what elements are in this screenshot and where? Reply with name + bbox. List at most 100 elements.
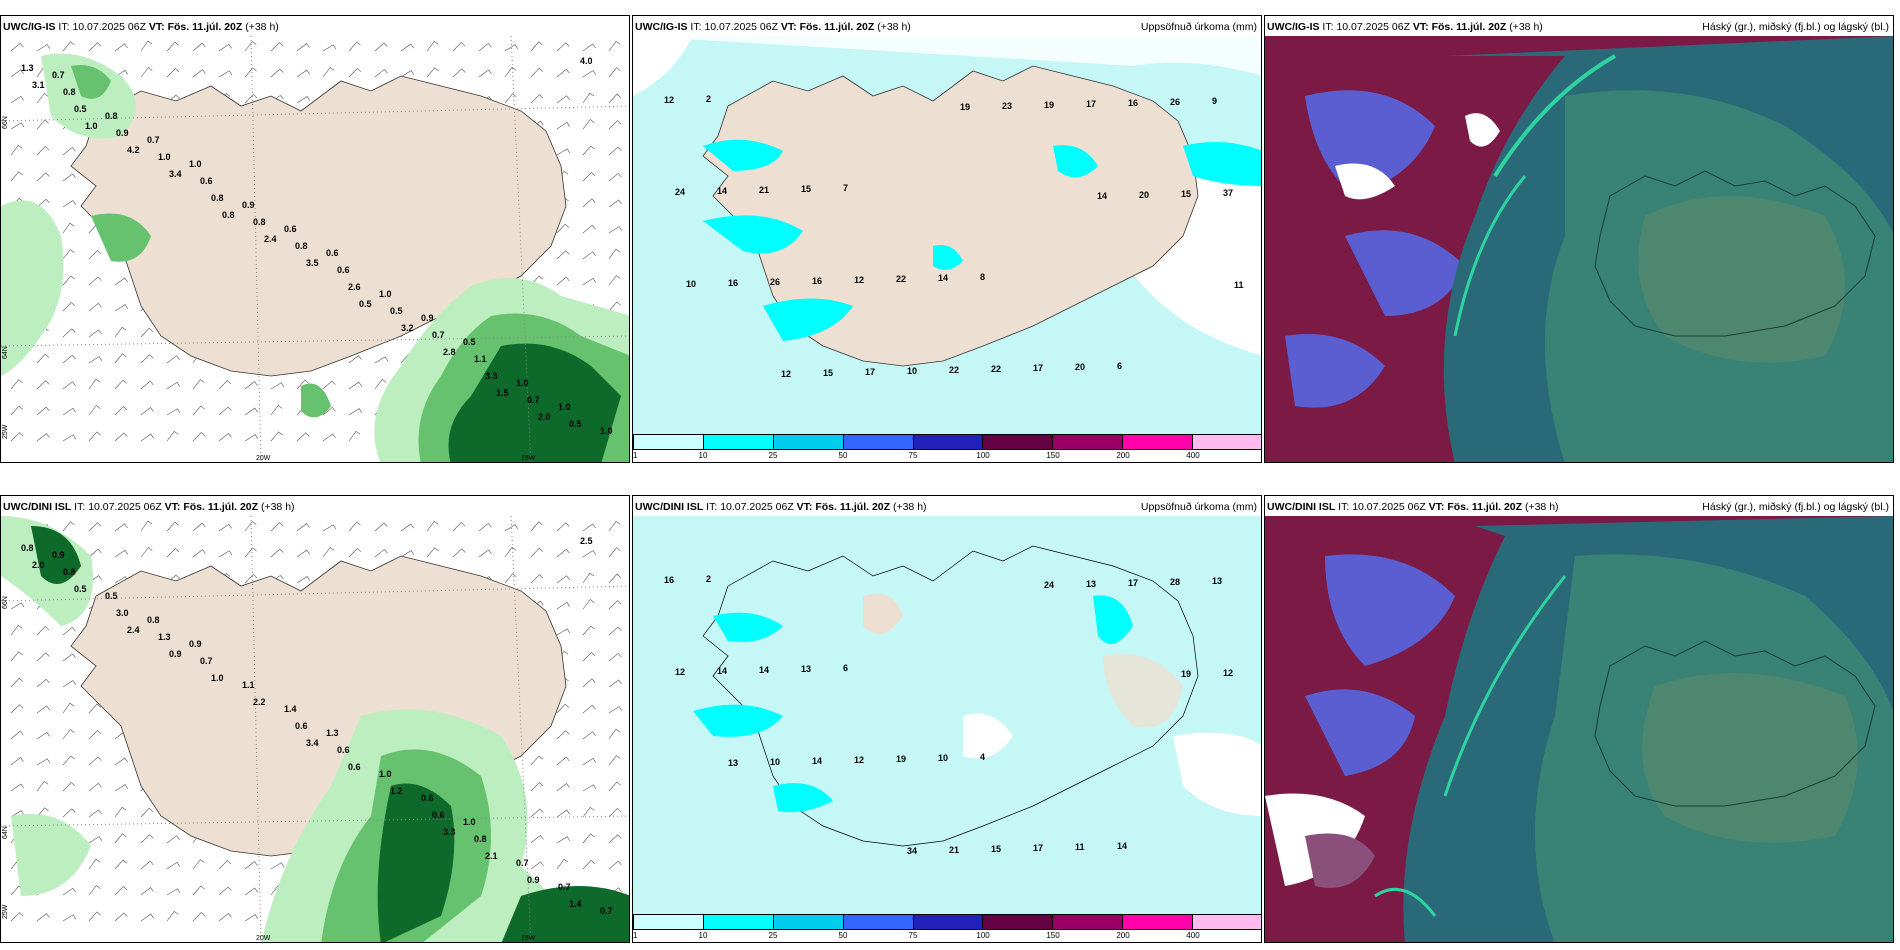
value-label: 13 — [728, 758, 738, 768]
model-name: UWC/DINI ISL — [635, 501, 704, 513]
grid-lines — [1, 516, 629, 942]
colorbar-tick-label: 10 — [698, 931, 708, 940]
lon-15-label: 15W — [521, 935, 536, 942]
value-label: 16 — [728, 278, 738, 288]
colorbar-cell — [773, 915, 844, 929]
value-label: 34 — [907, 846, 917, 856]
colorbar-tick-label: 200 — [1116, 931, 1130, 940]
cloud-map — [1265, 516, 1893, 942]
value-label: 2.4 — [127, 625, 140, 635]
colorbar-tick-label: 50 — [838, 451, 848, 460]
colorbar-cell — [773, 435, 844, 449]
dini-isl-precip-panel: UWC/DINI ISL IT: 10.07.2025 06Z VT: Fös.… — [632, 495, 1262, 943]
lead-time: (+38 h) — [245, 21, 279, 33]
iceland-outline — [1594, 170, 1876, 337]
value-label: 0.5 — [463, 337, 476, 347]
precip-green-areas — [1, 53, 629, 462]
value-label: 3.3 — [443, 827, 456, 837]
valid-time-label: VT: — [1412, 21, 1429, 33]
valid-time-label: VT: — [164, 501, 181, 513]
value-label: 0.5 — [390, 306, 403, 316]
value-label: 1.0 — [211, 673, 224, 683]
value-label: 13 — [1212, 576, 1222, 586]
value-label: 28 — [1170, 577, 1180, 587]
value-label: 20 — [1075, 362, 1085, 372]
value-label: 1.0 — [158, 152, 171, 162]
value-label: 12 — [854, 275, 864, 285]
value-label: 14 — [812, 756, 822, 766]
colorbar-cell — [983, 915, 1054, 929]
value-label: 26 — [770, 277, 780, 287]
value-label: 0.9 — [242, 200, 255, 210]
iceland-outline — [1594, 640, 1876, 807]
colorbar-cell — [843, 915, 914, 929]
colorbar-tick-label: 1 — [633, 451, 638, 460]
value-label: 0.9 — [169, 649, 182, 659]
value-label: 0.8 — [63, 567, 76, 577]
model-name: UWC/DINI ISL — [1267, 501, 1336, 513]
field-title: Uppsöfnuð úrkoma (mm) — [1140, 21, 1257, 33]
lead-time: (+38 h) — [1524, 501, 1559, 513]
wind-map-svg: 0.7 1.0 0.6 0.5 1.0 0.7 0.6 0.9 1.0 0.8 0.9 1.0 1.0 0… — [1, 36, 629, 462]
value-label: 0.6 — [348, 762, 361, 772]
value-label: 1.0 — [558, 402, 571, 412]
value-label: 0.7 — [147, 135, 160, 145]
value-label: 0.7 — [432, 330, 445, 340]
value-label: 13 — [801, 664, 811, 674]
colorbar-tick-label: 100 — [976, 931, 990, 940]
value-label: 1.3 — [326, 728, 339, 738]
value-label: 0.9 — [421, 313, 434, 323]
issue-time-label: IT: — [1338, 501, 1350, 513]
value-label: 3.3 — [485, 371, 498, 381]
issue-time-label: IT: — [74, 501, 86, 513]
issue-time-label: IT: — [58, 21, 70, 33]
precip-colorbar: 1 10 25 50 75 100 150 200 400 — [633, 434, 1261, 462]
value-label: 12 — [781, 369, 791, 379]
value-label: 10 — [770, 757, 780, 767]
field-title: Uppsöfnuð úrkoma (mm) — [1140, 501, 1257, 513]
value-label: 1.4 — [569, 899, 582, 909]
value-label: 1.0 — [463, 817, 476, 827]
value-label: 0.5 — [105, 591, 118, 601]
value-label: 19 — [896, 754, 906, 764]
ig-is-cloud-panel: UWC/IG-IS IT: 10.07.2025 06Z VT: Fös. 11… — [1264, 15, 1894, 463]
value-labels: 2 7 8 6 12 15 14 20 9 21 22 17 26 14 12 22 16 24 16 22 17 37 2… — [664, 94, 1244, 379]
value-label: 11 — [1234, 280, 1244, 290]
wind-map: 0.9 0.9 1.3 1.0 0.7 0.8 1.4 0.6 0.7 0.5 1.1 1.0 0.7 0… — [1, 516, 629, 942]
valid-time: Fös. 11.júl. 20Z — [183, 501, 259, 513]
value-label: 2 — [706, 94, 711, 104]
value-label: 12 — [1223, 668, 1233, 678]
value-label: 37 — [1223, 188, 1233, 198]
value-label: 2.8 — [443, 347, 456, 357]
cloud-map-svg — [1265, 36, 1893, 462]
valid-time: Fös. 11.júl. 20Z — [1447, 501, 1523, 513]
value-label: 11 — [1075, 842, 1085, 852]
panel-header: UWC/DINI ISL IT: 10.07.2025 06Z VT: Fös.… — [1267, 498, 1891, 516]
lat-66-label: 66N — [2, 596, 9, 609]
value-label: 19 — [1181, 669, 1191, 679]
colorbar-cell — [1053, 915, 1124, 929]
value-label: 4.2 — [127, 145, 140, 155]
colorbar-cell — [1053, 435, 1124, 449]
panel-header: UWC/DINI ISL IT: 10.07.2025 06Z VT: Fös.… — [635, 498, 1259, 516]
value-label: 19 — [960, 102, 970, 112]
colorbar-ticks: 1 10 25 50 75 100 150 200 400 — [633, 930, 1261, 942]
value-label: 0.8 — [21, 543, 34, 553]
value-label: 16 — [1128, 98, 1138, 108]
issue-time: 10.07.2025 06Z — [720, 501, 794, 513]
value-label: 0.5 — [569, 419, 582, 429]
value-label: 17 — [865, 367, 875, 377]
issue-time: 10.07.2025 06Z — [1336, 21, 1410, 33]
valid-time: Fös. 11.júl. 20Z — [815, 501, 891, 513]
value-label: 2.0 — [32, 560, 45, 570]
value-label: 15 — [823, 368, 833, 378]
value-label: 14 — [1117, 841, 1127, 851]
value-label: 21 — [759, 185, 769, 195]
value-label: 0.7 — [516, 858, 529, 868]
issue-time: 10.07.2025 06Z — [88, 501, 162, 513]
value-label: 14 — [717, 666, 727, 676]
value-label: 12 — [675, 667, 685, 677]
value-label: 4.0 — [580, 56, 593, 66]
value-labels: 0.9 0.9 1.3 1.0 0.7 0.8 1.4 0.6 0.7 0.5 1.1 1.0 0.7 0… — [21, 536, 613, 916]
value-label: 1.0 — [379, 769, 392, 779]
